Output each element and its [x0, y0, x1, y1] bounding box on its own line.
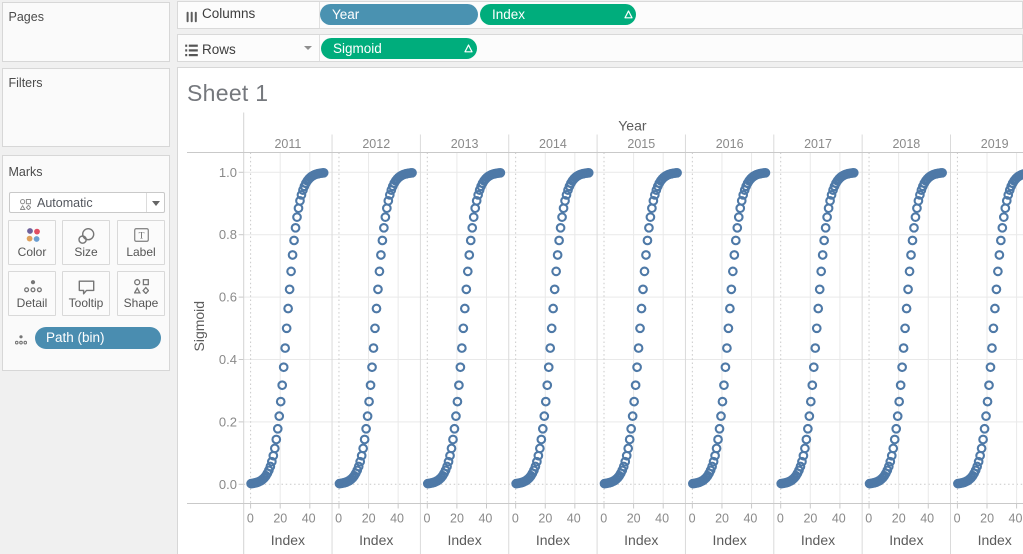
svg-text:Index: Index [536, 532, 570, 548]
svg-text:Index: Index [713, 532, 747, 548]
svg-text:Index: Index [447, 532, 481, 548]
svg-text:2019: 2019 [981, 137, 1009, 151]
svg-text:40: 40 [478, 512, 492, 526]
svg-text:2011: 2011 [274, 137, 301, 151]
svg-text:0: 0 [954, 512, 961, 526]
svg-text:0.4: 0.4 [219, 352, 237, 367]
svg-text:T: T [139, 232, 145, 242]
svg-text:Index: Index [801, 532, 835, 548]
svg-text:2016: 2016 [716, 137, 744, 151]
svg-text:0.8: 0.8 [219, 227, 237, 242]
svg-text:1.0: 1.0 [219, 165, 237, 180]
svg-text:20: 20 [450, 512, 464, 526]
svg-text:0.6: 0.6 [219, 290, 237, 305]
svg-text:Index: Index [978, 532, 1012, 548]
svg-text:2014: 2014 [539, 137, 567, 151]
svg-text:40: 40 [743, 512, 757, 526]
svg-text:0.0: 0.0 [219, 477, 237, 492]
svg-text:40: 40 [567, 512, 581, 526]
svg-text:0: 0 [247, 512, 254, 526]
svg-text:0: 0 [335, 512, 342, 526]
svg-text:20: 20 [803, 512, 817, 526]
svg-text:0.2: 0.2 [219, 414, 237, 429]
svg-text:40: 40 [302, 512, 316, 526]
svg-text:Index: Index [624, 532, 658, 548]
svg-text:0: 0 [777, 512, 784, 526]
svg-text:20: 20 [538, 512, 552, 526]
svg-text:20: 20 [980, 512, 994, 526]
svg-text:Index: Index [271, 532, 305, 548]
svg-text:40: 40 [390, 512, 404, 526]
svg-text:2017: 2017 [804, 137, 832, 151]
svg-text:Year: Year [618, 118, 647, 134]
svg-text:40: 40 [832, 512, 846, 526]
svg-text:40: 40 [1009, 512, 1023, 526]
svg-text:2018: 2018 [892, 137, 920, 151]
svg-text:20: 20 [715, 512, 729, 526]
svg-text:0: 0 [512, 512, 519, 526]
svg-text:0: 0 [689, 512, 696, 526]
svg-text:2015: 2015 [627, 137, 655, 151]
svg-text:2012: 2012 [362, 137, 390, 151]
svg-text:Index: Index [889, 532, 923, 548]
svg-text:20: 20 [273, 512, 287, 526]
svg-text:0: 0 [424, 512, 431, 526]
svg-text:20: 20 [627, 512, 641, 526]
svg-text:Index: Index [359, 532, 393, 548]
svg-text:40: 40 [655, 512, 669, 526]
svg-text:20: 20 [892, 512, 906, 526]
svg-text:0: 0 [865, 512, 872, 526]
svg-text:0: 0 [600, 512, 607, 526]
svg-text:Sigmoid: Sigmoid [191, 301, 207, 352]
svg-text:40: 40 [920, 512, 934, 526]
svg-text:2013: 2013 [451, 137, 479, 151]
svg-text:20: 20 [362, 512, 376, 526]
